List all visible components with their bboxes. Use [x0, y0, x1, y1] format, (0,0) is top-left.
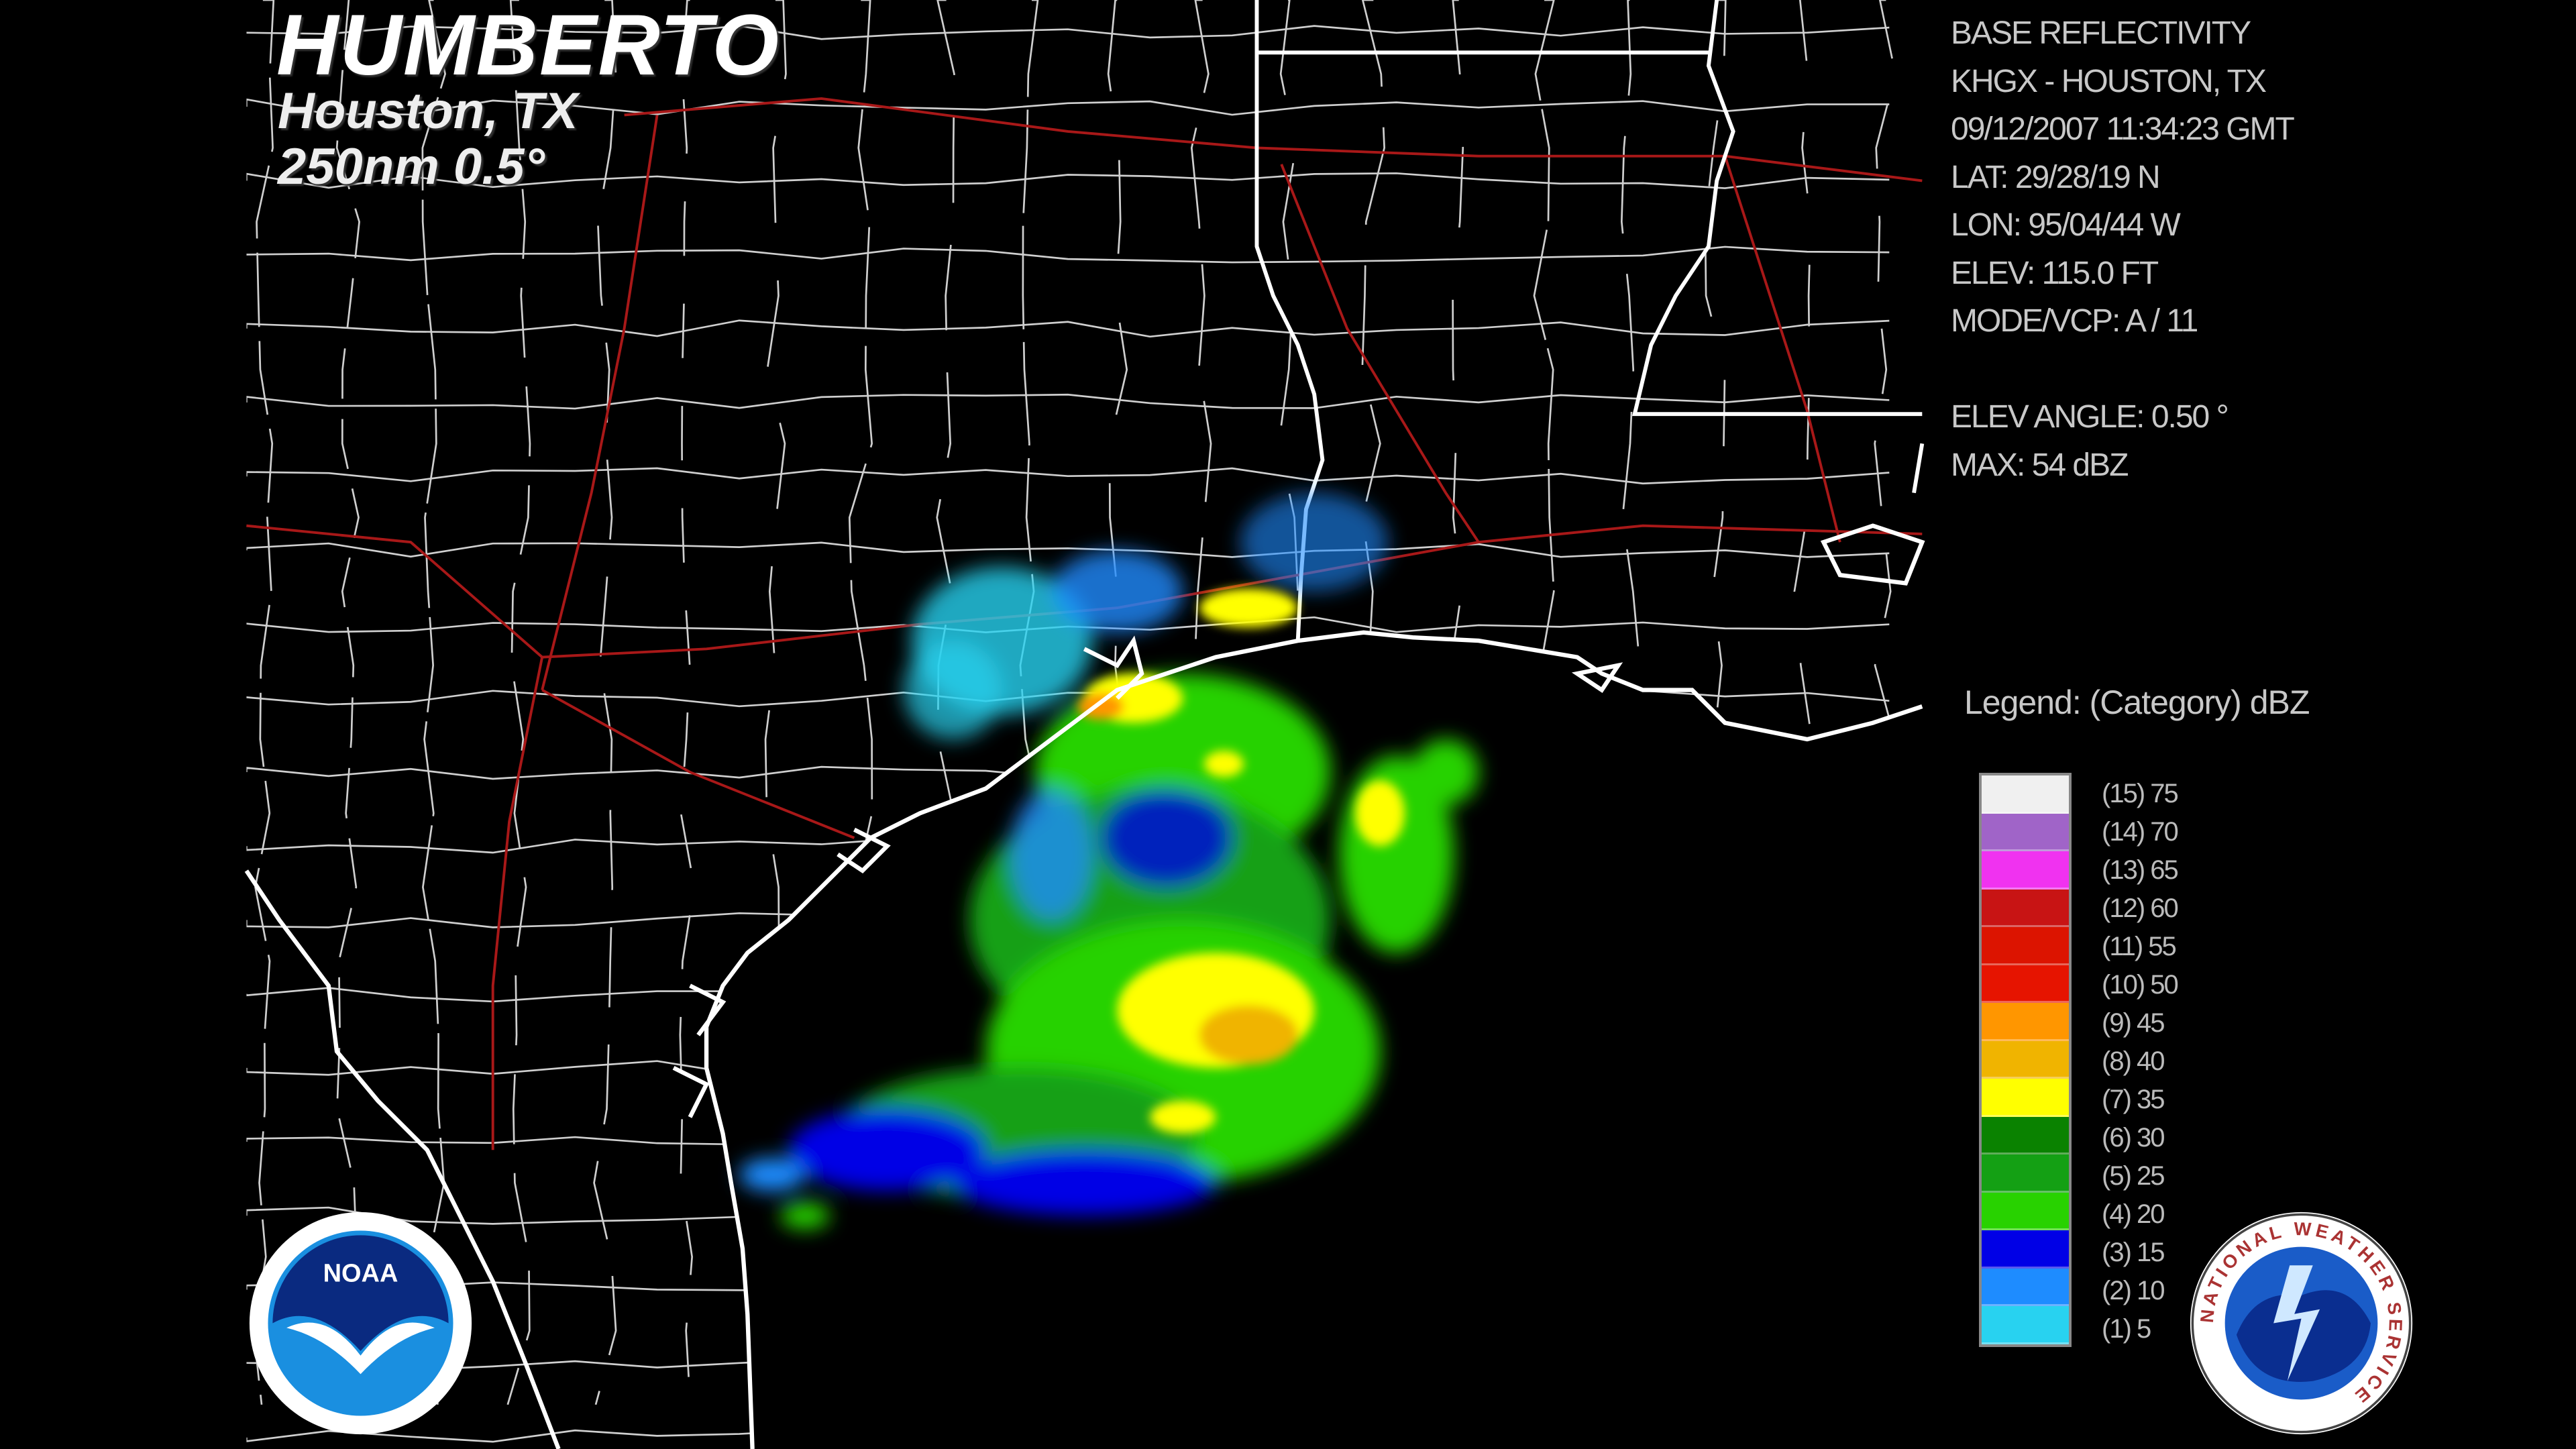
radar-echoes — [739, 492, 1479, 1229]
legend-swatch — [1982, 1230, 2069, 1269]
legend-label: (9) 45 — [2102, 1008, 2165, 1038]
legend-swatch — [1982, 1306, 2069, 1344]
legend-swatch — [1982, 1116, 2069, 1155]
legend-label: (6) 30 — [2102, 1123, 2165, 1152]
legend-label: (2) 10 — [2102, 1276, 2165, 1305]
radar-info-panel: BASE REFLECTIVITY KHGX - HOUSTON, TX 09/… — [1951, 9, 2295, 489]
legend-swatch — [1982, 1003, 2069, 1041]
legend-swatch — [1982, 775, 2069, 814]
nws-logo: NATIONAL WEATHER SERVICE — [2190, 1212, 2413, 1435]
legend-label: (7) 35 — [2102, 1085, 2165, 1114]
mode-vcp: MODE/VCP: A / 11 — [1951, 303, 2198, 339]
legend-label: (3) 15 — [2102, 1238, 2165, 1267]
legend-swatch — [1982, 1192, 2069, 1230]
legend-swatch — [1982, 813, 2069, 851]
elevation: ELEV: 115.0 FT — [1951, 255, 2159, 291]
coastline — [244, 523, 1925, 1449]
scan-datetime: 09/12/2007 11:34:23 GMT — [1951, 111, 2295, 147]
longitude: LON: 95/04/44 W — [1951, 207, 2181, 243]
svg-text:NOAA: NOAA — [323, 1259, 398, 1287]
product-name: BASE REFLECTIVITY — [1951, 15, 2251, 51]
legend-label: (8) 40 — [2102, 1046, 2165, 1076]
legend-label: (14) 70 — [2102, 817, 2179, 847]
state-borders — [1254, 0, 1925, 641]
legend-label: (13) 65 — [2102, 855, 2179, 885]
legend-label: (10) 50 — [2102, 970, 2179, 1000]
legend-label: (12) 60 — [2102, 894, 2179, 923]
legend-swatch — [1982, 851, 2069, 890]
elevation-angle: ELEV ANGLE: 0.50 ° — [1951, 399, 2229, 435]
legend-swatch — [1982, 965, 2069, 1003]
radar-location: Houston, TX — [278, 83, 578, 140]
legend-title: Legend: (Category) dBZ — [1964, 684, 2310, 721]
range-elevation: 250nm 0.5° — [278, 138, 545, 195]
noaa-logo: NOAA — [249, 1212, 472, 1435]
latitude: LAT: 29/28/19 N — [1951, 159, 2161, 195]
legend-color-bar — [1979, 773, 2072, 1347]
legend-label: (15) 75 — [2102, 779, 2179, 808]
storm-name: HUMBERTO — [276, 0, 780, 93]
legend-swatch — [1982, 927, 2069, 965]
legend-label: (4) 20 — [2102, 1199, 2165, 1229]
legend-label: (1) 5 — [2102, 1314, 2151, 1344]
legend-label: (5) 25 — [2102, 1161, 2165, 1191]
legend-swatch — [1982, 1079, 2069, 1117]
legend-swatch — [1982, 1268, 2069, 1306]
legend-swatch — [1982, 1040, 2069, 1079]
legend-labels: (15) 75 (14) 70 (13) 65 (12) 60 (11) 55 (10) … — [2102, 775, 2179, 1348]
legend-swatch — [1982, 889, 2069, 927]
legend-swatch — [1982, 1155, 2069, 1193]
station-name: KHGX - HOUSTON, TX — [1951, 63, 2267, 99]
legend-label: (11) 55 — [2102, 932, 2177, 961]
max-reflectivity: MAX: 54 dBZ — [1951, 447, 2129, 483]
